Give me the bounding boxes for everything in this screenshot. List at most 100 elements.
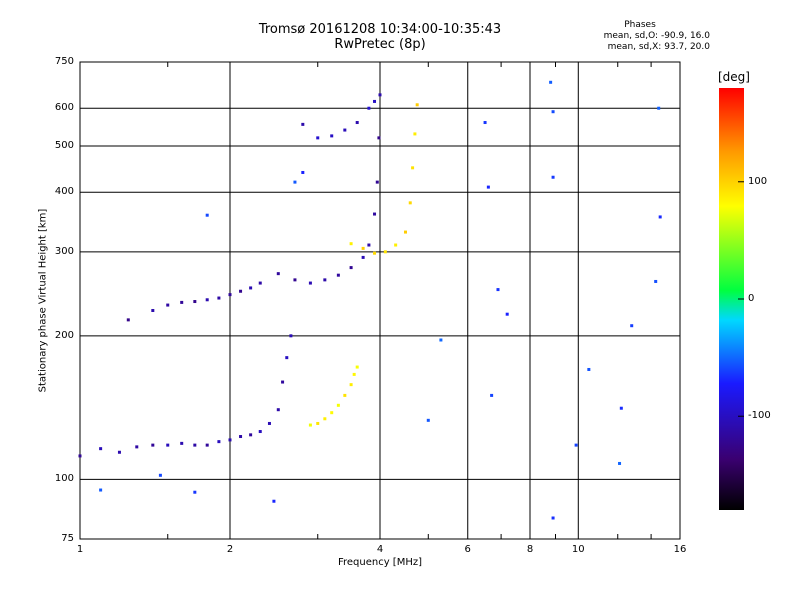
data-point <box>330 134 334 138</box>
y-tick-label: 500 <box>54 139 74 151</box>
data-point <box>383 250 387 254</box>
data-point <box>549 80 553 84</box>
data-point <box>323 278 327 282</box>
data-point <box>355 121 359 125</box>
data-point <box>249 286 253 290</box>
data-point <box>267 421 271 425</box>
data-point <box>289 334 293 338</box>
data-point <box>205 298 209 302</box>
data-point <box>408 201 412 205</box>
data-point <box>135 445 139 449</box>
data-point <box>308 281 312 285</box>
data-point <box>361 246 365 250</box>
x-tick-label: 1 <box>76 544 84 555</box>
data-point <box>551 110 555 114</box>
data-point <box>301 122 305 126</box>
x-tick-label: 4 <box>376 544 384 555</box>
data-point <box>239 289 243 293</box>
data-point <box>352 372 356 376</box>
series-2 <box>301 99 377 140</box>
colorbar-tick-label: -100 <box>748 410 771 422</box>
data-point <box>496 288 500 292</box>
data-point <box>483 121 487 125</box>
phases-o-stats: mean, sd,O: -90.9, 16.0 <box>603 31 710 41</box>
data-point <box>413 132 417 136</box>
data-point <box>276 408 280 412</box>
data-point <box>99 447 103 451</box>
data-point <box>343 128 347 132</box>
data-point <box>574 443 578 447</box>
colorbar-tick-marks <box>738 181 744 417</box>
data-point <box>349 266 353 270</box>
data-point <box>180 300 184 304</box>
y-tick-label: 300 <box>54 245 74 257</box>
chart-subtitle: RwPretec (8p) <box>334 37 426 52</box>
colorbar-tick-label: 100 <box>748 175 768 187</box>
data-point <box>166 443 170 447</box>
data-point <box>258 430 262 434</box>
x-tick-label: 8 <box>526 544 534 555</box>
data-point <box>551 175 555 179</box>
x-tick-label: 6 <box>464 544 471 555</box>
data-point <box>285 356 289 360</box>
data-point <box>618 461 622 465</box>
data-point <box>343 393 347 397</box>
data-point <box>349 242 353 246</box>
data-point <box>375 180 379 184</box>
data-point <box>505 312 509 316</box>
phases-title: Phases <box>624 20 656 30</box>
data-point <box>193 443 197 447</box>
y-tick-label: 75 <box>61 533 74 544</box>
data-point <box>657 106 661 110</box>
data-point <box>126 318 130 322</box>
x-axis-label: Frequency [MHz] <box>337 557 423 568</box>
data-point <box>403 230 407 234</box>
data-point <box>205 443 209 447</box>
data-point <box>373 212 377 216</box>
data-point <box>377 136 381 140</box>
data-point <box>415 103 419 107</box>
data-point <box>166 303 170 307</box>
data-point <box>551 516 555 520</box>
data-point <box>367 243 371 247</box>
x-tick-label: 10 <box>571 544 585 555</box>
data-point <box>619 406 623 410</box>
data-point <box>336 403 340 407</box>
y-tick-label: 100 <box>54 473 74 485</box>
data-point <box>249 433 253 437</box>
data-point <box>78 454 82 458</box>
y-tick-label: 600 <box>54 102 74 114</box>
data-point <box>373 99 377 103</box>
data-point <box>217 296 221 300</box>
data-point <box>355 365 359 369</box>
data-point <box>439 338 443 342</box>
x-tick-label: 16 <box>673 544 687 555</box>
grid-lines <box>80 62 680 539</box>
data-point <box>378 93 382 97</box>
data-point <box>228 438 232 442</box>
series-4 <box>349 103 419 255</box>
data-point <box>587 367 591 371</box>
colorbar-unit-label: [deg] <box>718 70 750 84</box>
data-point <box>630 324 634 328</box>
data-point <box>239 435 243 439</box>
colorbar-tick-label: 0 <box>748 293 755 304</box>
data-point <box>411 166 415 170</box>
data-point <box>490 393 494 397</box>
data-point <box>99 488 103 492</box>
data-point <box>151 308 155 312</box>
data-point <box>193 300 197 304</box>
data-point <box>217 440 221 444</box>
data-point <box>180 441 184 445</box>
series-3 <box>308 365 359 427</box>
data-point <box>394 243 398 247</box>
data-point <box>486 185 490 189</box>
data-point <box>426 418 430 422</box>
data-point <box>205 213 209 217</box>
phases-x-stats: mean, sd,X: 93.7, 20.0 <box>607 42 710 52</box>
data-point <box>293 278 297 282</box>
chart-title: Tromsø 20161208 10:34:00-10:35:43 <box>258 22 502 37</box>
y-tick-label: 750 <box>54 56 74 67</box>
data-point <box>330 411 334 415</box>
